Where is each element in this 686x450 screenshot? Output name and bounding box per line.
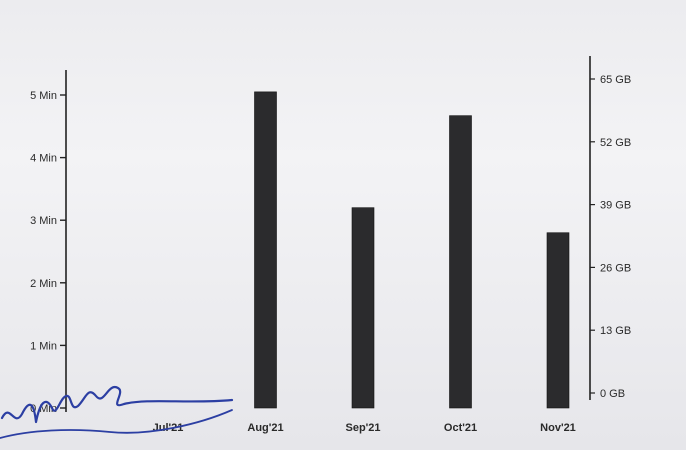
y-tick-label: 2 Min: [30, 278, 57, 290]
y2-tick-label: 39 GB: [600, 200, 631, 212]
handwritten-signature: [0, 385, 234, 439]
y2-tick-label: 26 GB: [600, 262, 631, 274]
x-tick-label: Aug'21: [247, 422, 283, 434]
bar-oct-21: [449, 115, 472, 409]
y2-tick-label: 13 GB: [600, 325, 631, 337]
x-tick-label: Nov'21: [540, 422, 576, 434]
y-tick-label: 5 Min: [30, 90, 57, 102]
bars: [254, 91, 570, 409]
axes: [60, 56, 595, 412]
bar-sep-21: [351, 207, 375, 409]
y2-tick-label: 52 GB: [600, 137, 631, 149]
y2-tick-label: 65 GB: [600, 74, 631, 86]
y-tick-label: 3 Min: [30, 215, 57, 227]
bar-aug-21: [254, 91, 277, 409]
x-tick-label: Sep'21: [345, 422, 380, 434]
y-tick-label: 1 Min: [30, 340, 57, 352]
y-tick-label: 4 Min: [30, 153, 57, 165]
y2-tick-label: 0 GB: [600, 388, 625, 400]
x-tick-label: Oct'21: [444, 422, 477, 434]
bar-nov-21: [546, 232, 570, 409]
